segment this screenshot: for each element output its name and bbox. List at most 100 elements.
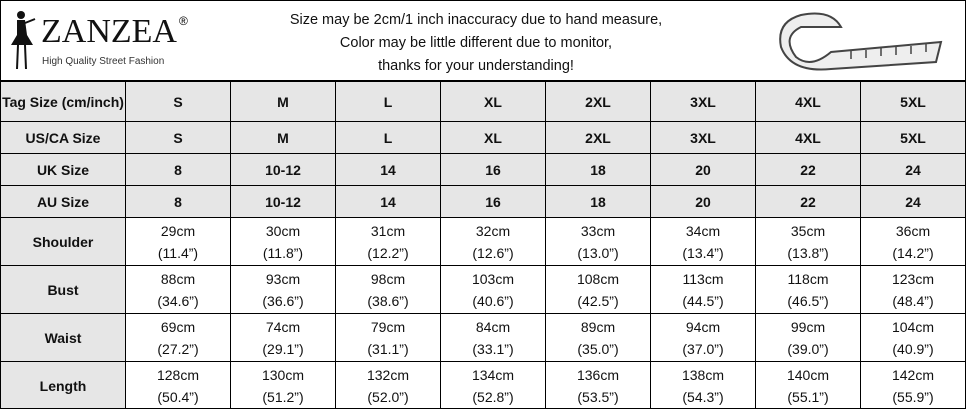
inch-value: (48.4”) — [892, 292, 934, 309]
measurement-cell: 74cm (29.1”) — [230, 313, 336, 362]
inch-value: (27.2”) — [157, 340, 199, 357]
size-cell: 10-12 — [230, 153, 336, 186]
size-header: S — [125, 81, 231, 122]
cm-value: 142cm — [891, 366, 935, 383]
size-cell: M — [230, 121, 336, 154]
inch-value: (36.6”) — [262, 292, 304, 309]
cm-value: 138cm — [681, 366, 725, 383]
size-header: L — [335, 81, 441, 122]
size-cell: 2XL — [545, 121, 651, 154]
inch-value: (50.4”) — [157, 388, 199, 405]
registered-mark: ® — [178, 14, 188, 28]
size-cell: 22 — [755, 185, 861, 218]
inch-value: (52.0”) — [367, 388, 409, 405]
measurement-cell: 128cm (50.4”) — [125, 361, 231, 408]
size-cell: 18 — [545, 185, 651, 218]
brand-line: ZANZEA ® — [41, 15, 188, 49]
cm-value: 36cm — [895, 222, 931, 239]
inch-value: (39.0”) — [787, 340, 829, 357]
inch-value: (31.1”) — [367, 340, 409, 357]
size-cell: 10-12 — [230, 185, 336, 218]
size-cell: 16 — [440, 185, 546, 218]
measurement-cell: 32cm (12.6”) — [440, 217, 546, 266]
measurement-cell: 134cm (52.8”) — [440, 361, 546, 408]
size-cell: 24 — [860, 153, 965, 186]
size-cell: 14 — [335, 153, 441, 186]
cm-value: 140cm — [786, 366, 830, 383]
table-row: Shoulder 29cm (11.4”) 30cm (11.8”) 31cm (12.2”… — [1, 217, 965, 266]
inch-value: (34.6”) — [157, 292, 199, 309]
cm-value: 74cm — [265, 318, 301, 335]
cm-value: 35cm — [790, 222, 826, 239]
inch-value: (13.0”) — [577, 244, 619, 261]
row-label: Tag Size (cm/inch) — [1, 81, 126, 122]
size-cell: 20 — [650, 185, 756, 218]
table-row: US/CA Size S M L XL 2XL 3XL 4XL 5XL — [1, 121, 965, 154]
row-label: Shoulder — [1, 217, 126, 266]
measurement-cell: 69cm (27.2”) — [125, 313, 231, 362]
size-cell: 3XL — [650, 121, 756, 154]
size-cell: 5XL — [860, 121, 965, 154]
inch-value: (55.1”) — [787, 388, 829, 405]
inch-value: (44.5”) — [682, 292, 724, 309]
measurement-cell: 33cm (13.0”) — [545, 217, 651, 266]
cm-value: 79cm — [370, 318, 406, 335]
inch-value: (46.5”) — [787, 292, 829, 309]
measurement-cell: 118cm (46.5”) — [755, 265, 861, 314]
measurement-cell: 30cm (11.8”) — [230, 217, 336, 266]
inch-value: (42.5”) — [577, 292, 619, 309]
row-label: UK Size — [1, 153, 126, 186]
measurement-cell: 123cm (48.4”) — [860, 265, 965, 314]
inch-value: (13.8”) — [787, 244, 829, 261]
inch-value: (11.8”) — [262, 244, 304, 261]
cm-value: 84cm — [475, 318, 511, 335]
measurement-cell: 108cm (42.5”) — [545, 265, 651, 314]
measurement-cell: 138cm (54.3”) — [650, 361, 756, 408]
size-cell: L — [335, 121, 441, 154]
row-label: Bust — [1, 265, 126, 314]
notice-line: Size may be 2cm/1 inch inaccuracy due to… — [289, 12, 663, 28]
measurement-cell: 94cm (37.0”) — [650, 313, 756, 362]
measurement-cell: 99cm (39.0”) — [755, 313, 861, 362]
size-table: Tag Size (cm/inch) S M L XL 2XL 3XL 4XL 5XL US/CA… — [1, 81, 965, 408]
inch-value: (35.0”) — [577, 340, 619, 357]
inch-value: (52.8”) — [472, 388, 514, 405]
size-cell: 22 — [755, 153, 861, 186]
inch-value: (54.3”) — [682, 388, 724, 405]
measurement-cell: 113cm (44.5”) — [650, 265, 756, 314]
measurement-cell: 132cm (52.0”) — [335, 361, 441, 408]
cm-value: 34cm — [685, 222, 721, 239]
size-cell: 24 — [860, 185, 965, 218]
size-cell: 14 — [335, 185, 441, 218]
size-header: 5XL — [860, 81, 965, 122]
measurement-cell: 29cm (11.4”) — [125, 217, 231, 266]
notice-line: Color may be little different due to mon… — [339, 35, 613, 51]
cm-value: 30cm — [265, 222, 301, 239]
measurement-notice: Size may be 2cm/1 inch inaccuracy due to… — [251, 9, 701, 78]
cm-value: 69cm — [160, 318, 196, 335]
size-cell: 4XL — [755, 121, 861, 154]
cm-value: 128cm — [156, 366, 200, 383]
cm-value: 108cm — [576, 270, 620, 287]
table-row: Waist 69cm (27.2”) 74cm (29.1”) 79cm (31.1”) 84… — [1, 313, 965, 362]
measurement-cell: 140cm (55.1”) — [755, 361, 861, 408]
size-header: XL — [440, 81, 546, 122]
table-row: Bust 88cm (34.6”) 93cm (36.6”) 98cm (38.6”) 103… — [1, 265, 965, 314]
cm-value: 104cm — [891, 318, 935, 335]
inch-value: (55.9”) — [892, 388, 934, 405]
inch-value: (37.0”) — [682, 340, 724, 357]
size-header: 3XL — [650, 81, 756, 122]
table-header-row: Tag Size (cm/inch) S M L XL 2XL 3XL 4XL 5XL — [1, 81, 965, 122]
cm-value: 132cm — [366, 366, 410, 383]
size-header: 2XL — [545, 81, 651, 122]
table-row: UK Size 8 10-12 14 16 18 20 22 24 — [1, 153, 965, 186]
size-cell: S — [125, 121, 231, 154]
measurement-cell: 89cm (35.0”) — [545, 313, 651, 362]
measurement-cell: 142cm (55.9”) — [860, 361, 965, 408]
measurement-cell: 93cm (36.6”) — [230, 265, 336, 314]
size-header: 4XL — [755, 81, 861, 122]
cm-value: 88cm — [160, 270, 196, 287]
cm-value: 94cm — [685, 318, 721, 335]
table-row: Length 128cm (50.4”) 130cm (51.2”) 132cm (52.0… — [1, 361, 965, 408]
